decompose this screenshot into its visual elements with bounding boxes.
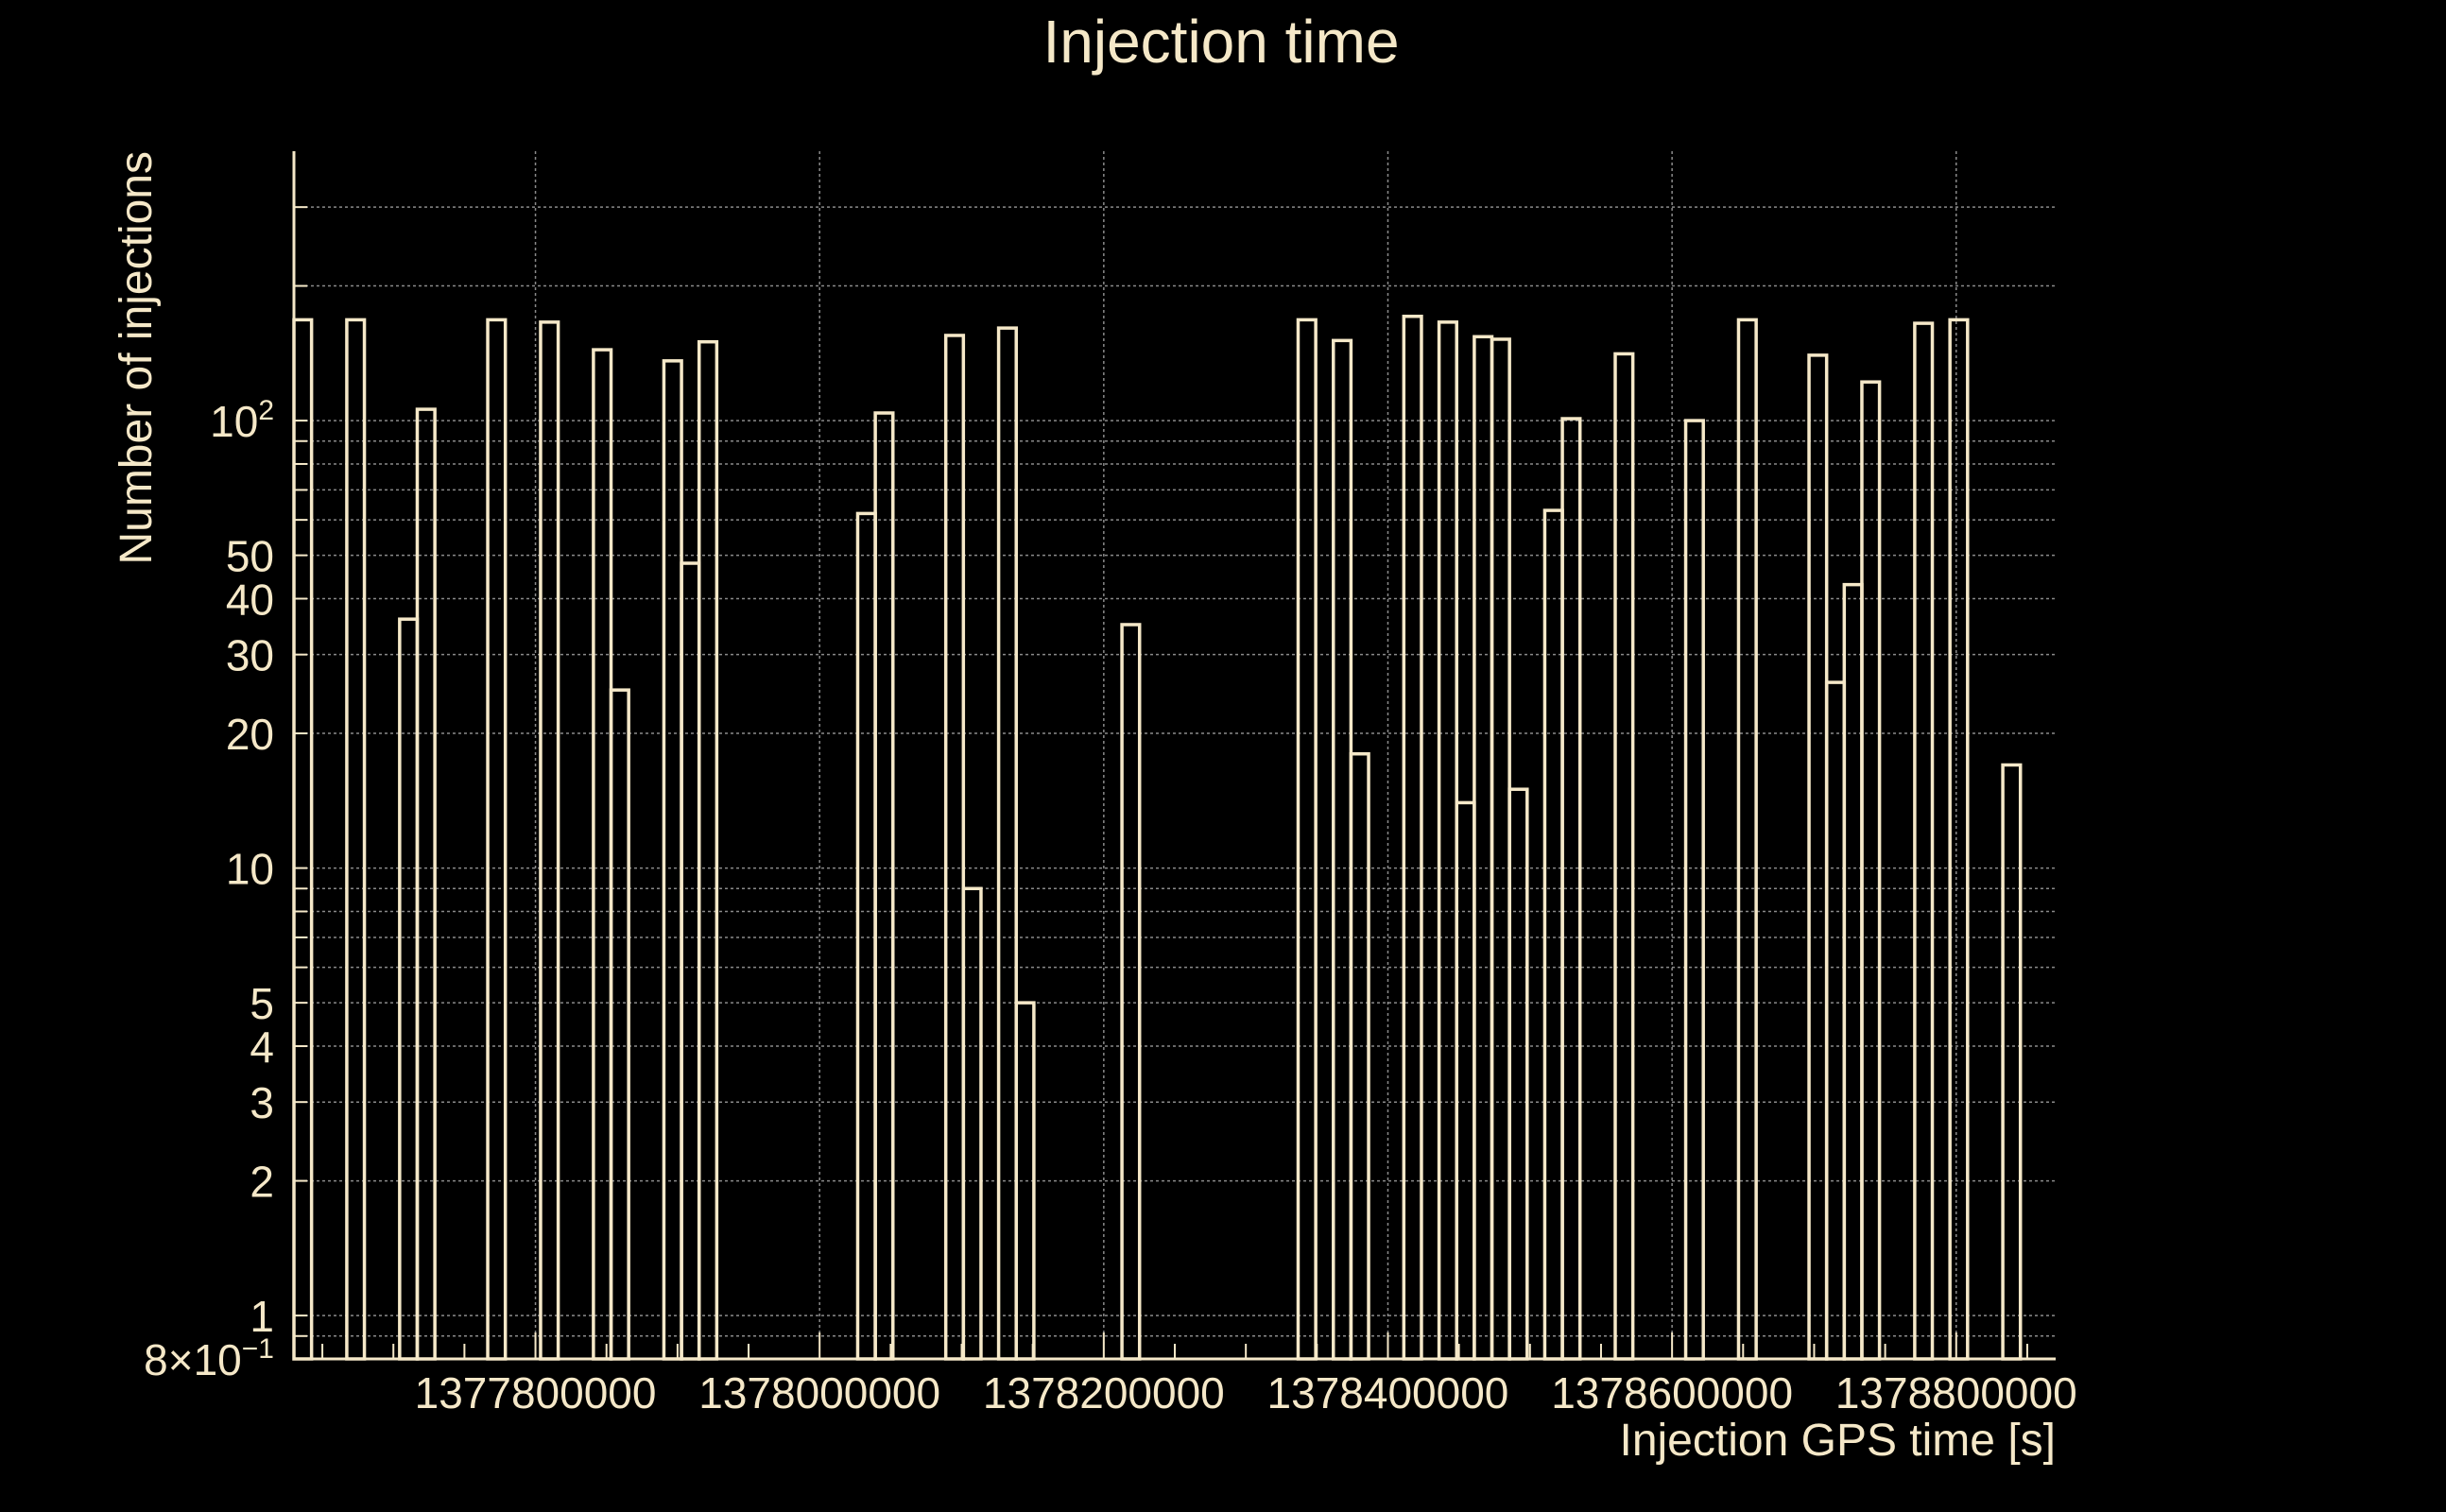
x-tick-label: 1378200000 <box>983 1368 1225 1418</box>
y-tick-label: 30 <box>226 631 274 680</box>
x-tick-labels: 1377800000 1378000000 1378200000 1378400000… <box>415 1368 2077 1418</box>
y-tick-label: 3 <box>250 1078 274 1127</box>
y-tick-label: 8×10−1 <box>144 1333 274 1384</box>
axes <box>292 151 2056 1361</box>
y-tick-label: 2 <box>250 1158 274 1207</box>
x-tick-label: 1378400000 <box>1267 1368 1509 1418</box>
x-axis-label: Injection GPS time [s] <box>1619 1416 2056 1466</box>
y-tick-label: 102 <box>210 395 274 446</box>
x-tick-label: 1378800000 <box>1835 1368 2077 1418</box>
y-tick-label: 5 <box>250 979 274 1028</box>
y-axis-label: Number of injections <box>112 151 162 565</box>
y-tick-label: 1 <box>250 1292 274 1341</box>
y-tick-label: 50 <box>226 532 274 581</box>
x-tick-label: 1378000000 <box>698 1368 940 1418</box>
grid-lines <box>294 151 2056 1359</box>
y-tick-label: 20 <box>226 710 274 759</box>
chart-title: Injection time <box>1042 8 1399 76</box>
y-tick-label: 10 <box>226 845 274 894</box>
y-tick-label: 40 <box>226 576 274 625</box>
x-tick-label: 1378600000 <box>1551 1368 1793 1418</box>
y-tick-label: 4 <box>250 1022 274 1072</box>
x-tick-label: 1377800000 <box>415 1368 657 1418</box>
